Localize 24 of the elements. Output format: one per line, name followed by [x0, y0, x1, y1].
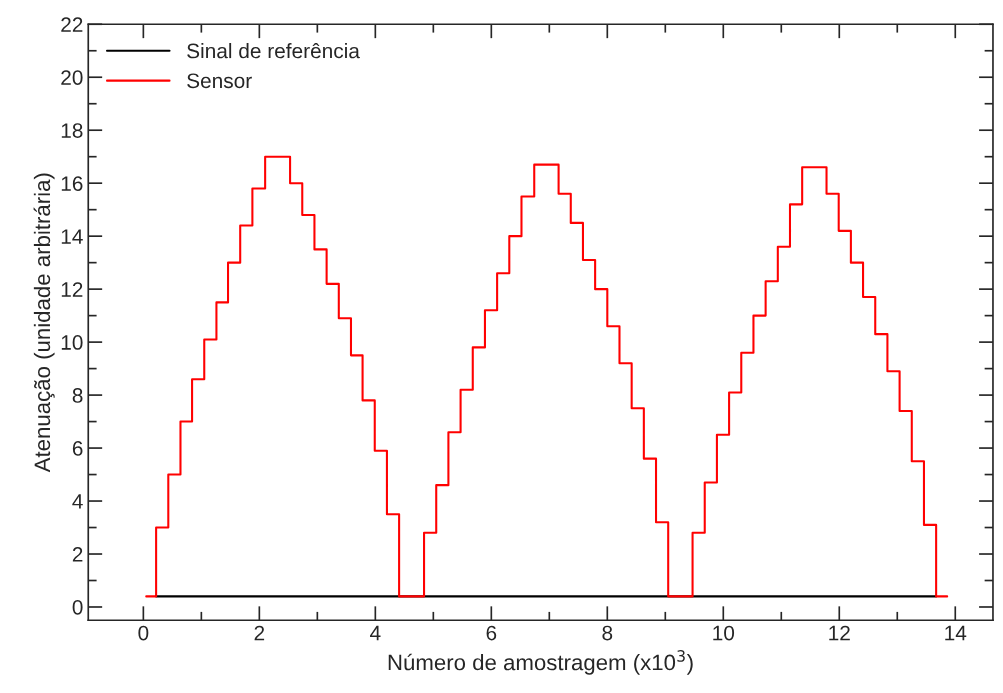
y-tick-label: 2: [72, 547, 83, 562]
x-tick-label: 6: [486, 625, 497, 641]
x-tick-label: 2: [254, 625, 265, 641]
y-tick-label: 14: [61, 229, 83, 244]
y-tick-label: 20: [61, 70, 83, 85]
x-axis-title: Número de amostragem (x10$^{3}$): [388, 650, 693, 675]
y-tick-label: 10: [61, 335, 83, 350]
y-tick-label: 4: [72, 494, 83, 509]
y-tick-label: 16: [61, 176, 83, 191]
x-tick-label: 10: [713, 625, 735, 641]
y-axis-title: Atenuação (unidade arbitrária): [33, 173, 55, 473]
x-tick-label: 0: [138, 625, 149, 641]
legend-label: Sensor: [187, 73, 252, 89]
x-tick-label: 8: [602, 625, 613, 641]
y-tick-label: 8: [72, 388, 83, 403]
y-tick-label: 18: [61, 123, 83, 138]
x-tick-label: 12: [829, 625, 850, 641]
y-tick-label: 6: [72, 441, 83, 456]
x-tick-label: 4: [370, 625, 381, 641]
x-tick-label: 14: [945, 625, 967, 641]
y-tick-label: 12: [61, 282, 83, 297]
y-tick-label: 22: [61, 17, 83, 32]
legend-label: Sinal de referência: [187, 42, 360, 59]
y-tick-label: 0: [72, 599, 83, 615]
